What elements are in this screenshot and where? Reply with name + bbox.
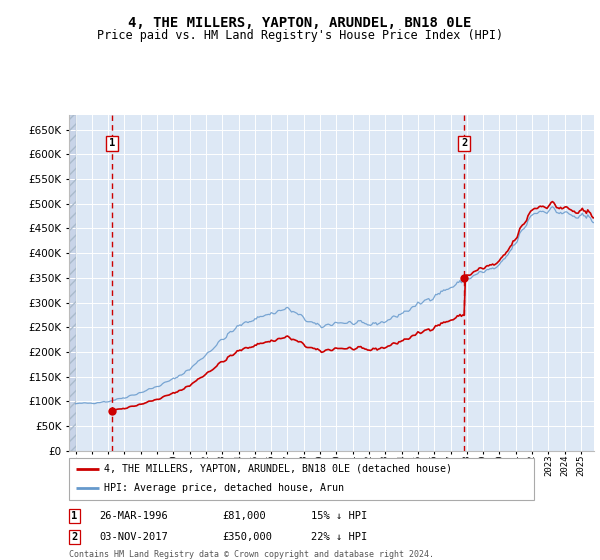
Text: 1: 1 (71, 511, 78, 521)
Text: £350,000: £350,000 (223, 532, 272, 542)
Text: 26-MAR-1996: 26-MAR-1996 (99, 511, 168, 521)
FancyBboxPatch shape (69, 458, 534, 500)
Text: HPI: Average price, detached house, Arun: HPI: Average price, detached house, Arun (104, 483, 344, 493)
Text: Price paid vs. HM Land Registry's House Price Index (HPI): Price paid vs. HM Land Registry's House … (97, 29, 503, 42)
Text: Contains HM Land Registry data © Crown copyright and database right 2024.
This d: Contains HM Land Registry data © Crown c… (69, 550, 434, 560)
Text: 1: 1 (109, 138, 115, 148)
Text: 22% ↓ HPI: 22% ↓ HPI (311, 532, 367, 542)
Bar (69, 115, 76, 451)
Text: 4, THE MILLERS, YAPTON, ARUNDEL, BN18 0LE (detached house): 4, THE MILLERS, YAPTON, ARUNDEL, BN18 0L… (104, 464, 452, 474)
Text: 03-NOV-2017: 03-NOV-2017 (99, 532, 168, 542)
Text: 2: 2 (461, 138, 467, 148)
Bar (69, 115, 76, 451)
Text: 2: 2 (71, 532, 78, 542)
Text: £81,000: £81,000 (223, 511, 266, 521)
Text: 15% ↓ HPI: 15% ↓ HPI (311, 511, 367, 521)
Text: 4, THE MILLERS, YAPTON, ARUNDEL, BN18 0LE: 4, THE MILLERS, YAPTON, ARUNDEL, BN18 0L… (128, 16, 472, 30)
